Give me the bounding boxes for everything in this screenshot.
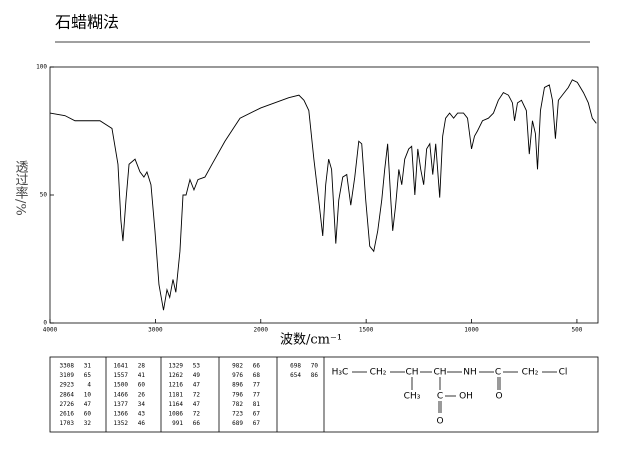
peak-transmittance: 70 [311, 363, 319, 370]
x-axis-label: 波数/cm⁻¹ [280, 333, 342, 348]
structure-atom: C [495, 368, 501, 378]
peak-wavenumber: 3308 [60, 363, 75, 370]
peak-transmittance: 60 [138, 382, 146, 389]
peak-transmittance: 68 [253, 372, 261, 379]
peak-wavenumber: 3109 [60, 372, 75, 379]
peak-wavenumber: 1466 [114, 391, 129, 398]
peak-wavenumber: 1086 [169, 411, 184, 418]
spectrum-line [49, 79, 597, 311]
peak-transmittance: 31 [84, 363, 92, 370]
structure-bonds [352, 371, 557, 413]
x-tick-label: 1000 [464, 327, 479, 334]
peak-transmittance: 66 [253, 363, 261, 370]
peak-transmittance: 28 [138, 363, 146, 370]
peak-wavenumber: 1377 [114, 401, 129, 408]
peak-transmittance: 34 [138, 401, 146, 408]
peak-wavenumber: 1500 [114, 382, 129, 389]
x-tick-label: 1500 [359, 327, 374, 334]
structure-atom: CH₂ [522, 368, 539, 378]
peak-wavenumber: 698 [290, 363, 301, 370]
peak-transmittance: 66 [193, 420, 201, 427]
peak-transmittance: 53 [193, 363, 201, 370]
structure-atom: H₃C [332, 368, 349, 378]
peak-transmittance: 47 [84, 401, 92, 408]
peak-transmittance: 47 [193, 382, 201, 389]
x-tick-label: 4000 [43, 327, 58, 334]
peak-transmittance: 41 [138, 372, 146, 379]
peak-wavenumber: 2864 [60, 391, 75, 398]
y-tick-label: 0 [43, 320, 47, 327]
peak-wavenumber: 654 [290, 372, 301, 379]
peak-wavenumber: 689 [232, 420, 243, 427]
structure-atom: C [437, 392, 443, 402]
x-tick-label: 2000 [254, 327, 269, 334]
peak-wavenumber: 1352 [114, 420, 129, 427]
peak-transmittance: 77 [253, 391, 261, 398]
y-axis-label: 透过率/% [13, 160, 29, 216]
peak-wavenumber: 1557 [114, 372, 129, 379]
peak-transmittance: 46 [138, 420, 146, 427]
peak-wavenumber: 1262 [169, 372, 184, 379]
peak-wavenumber: 796 [232, 391, 243, 398]
peak-wavenumber: 782 [232, 401, 243, 408]
peak-transmittance: 65 [84, 372, 92, 379]
peak-transmittance: 81 [253, 401, 261, 408]
peak-wavenumber: 991 [172, 420, 183, 427]
peak-transmittance: 32 [84, 420, 92, 427]
peak-wavenumber: 1181 [169, 391, 184, 398]
peak-wavenumber: 1366 [114, 411, 129, 418]
structure-atom: O [436, 417, 443, 427]
peak-transmittance: 67 [253, 411, 261, 418]
peak-wavenumber: 1216 [169, 382, 184, 389]
x-tick-label: 500 [572, 327, 583, 334]
y-tick-label: 100 [36, 64, 47, 71]
peak-transmittance: 86 [311, 372, 319, 379]
peak-transmittance: 72 [193, 411, 201, 418]
structure-atom: CH₂ [370, 368, 387, 378]
structure-atom: O [495, 392, 502, 402]
peak-wavenumber: 1641 [114, 363, 129, 370]
structure-atom: NH [463, 368, 477, 378]
peak-transmittance: 4 [87, 382, 91, 389]
peak-transmittance: 60 [84, 411, 92, 418]
peak-wavenumber: 2923 [60, 382, 75, 389]
peak-wavenumber: 1164 [169, 401, 184, 408]
peak-transmittance: 10 [84, 391, 92, 398]
peak-transmittance: 47 [193, 401, 201, 408]
structure-atom: CH [433, 368, 446, 378]
peak-wavenumber: 976 [232, 372, 243, 379]
peak-wavenumber: 723 [232, 411, 243, 418]
peak-transmittance: 49 [193, 372, 201, 379]
y-tick-label: 50 [40, 192, 48, 199]
plot-frame [49, 66, 599, 324]
peak-wavenumber: 2726 [60, 401, 75, 408]
peak-transmittance: 72 [193, 391, 201, 398]
peak-transmittance: 26 [138, 391, 146, 398]
peak-wavenumber: 1329 [169, 363, 184, 370]
peak-transmittance: 67 [253, 420, 261, 427]
peak-wavenumber: 982 [232, 363, 243, 370]
structure-atom: CH [405, 368, 418, 378]
peak-wavenumber: 896 [232, 382, 243, 389]
peak-transmittance: 77 [253, 382, 261, 389]
structure-atom: CH₃ [404, 392, 421, 402]
x-tick-label: 3000 [148, 327, 163, 334]
structure-atom: Cl [559, 368, 568, 378]
peak-wavenumber: 1703 [60, 420, 75, 427]
peak-transmittance: 43 [138, 411, 146, 418]
structure-atom: OH [459, 392, 473, 402]
chart-title: 石蜡糊法 [55, 13, 119, 32]
peak-wavenumber: 2616 [60, 411, 75, 418]
